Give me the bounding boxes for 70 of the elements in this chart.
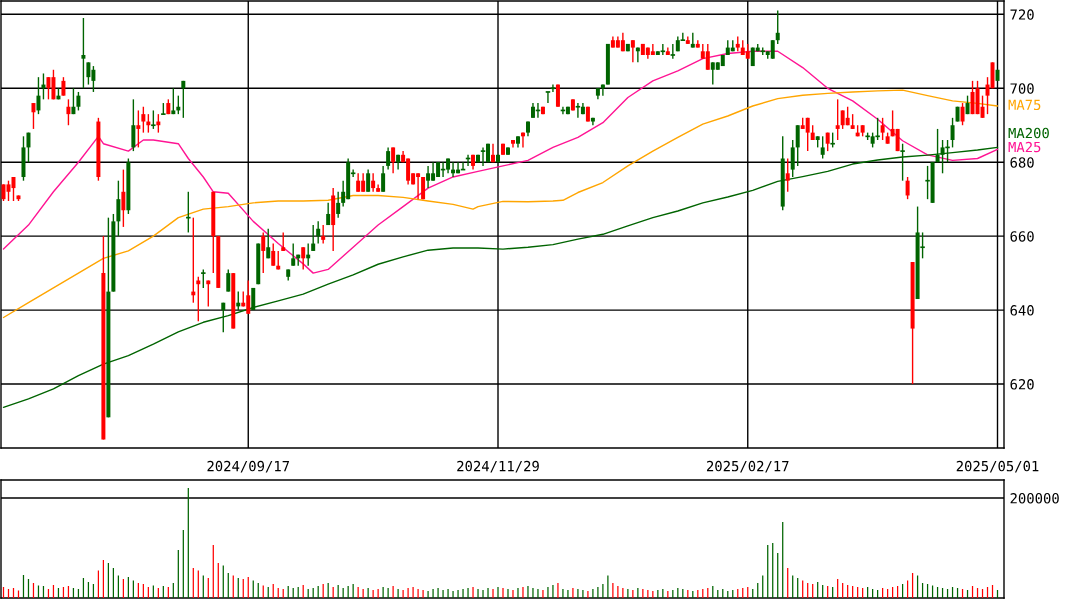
candlestick (26, 131, 31, 163)
candlestick (880, 117, 885, 141)
candlestick (76, 91, 81, 112)
candlestick (705, 43, 710, 71)
x-tick-label: 2025/02/17 (706, 460, 789, 473)
candlestick (221, 302, 226, 333)
candlestick (61, 76, 66, 97)
candlestick (131, 98, 136, 152)
candlestick (316, 220, 321, 245)
candlestick (200, 268, 207, 289)
candlestick (71, 87, 76, 115)
candlestick (805, 117, 810, 152)
y-tick-label: 620 (1010, 379, 1034, 390)
candlestick (770, 39, 775, 60)
candlestick (690, 32, 695, 49)
candlestick (226, 268, 231, 293)
candlestick (136, 109, 141, 149)
candlestick (31, 102, 36, 130)
candlestick (311, 224, 316, 252)
candlestick (66, 98, 71, 126)
candlestick (271, 242, 276, 267)
candlestick (81, 17, 86, 89)
candlestick (141, 106, 146, 134)
candlestick (266, 228, 271, 260)
series-label: MA25 (1008, 141, 1041, 153)
candlestick (785, 157, 790, 193)
series-label: MA200 (1008, 127, 1049, 139)
candlestick (291, 242, 296, 267)
candlestick (426, 165, 431, 189)
candlestick (366, 168, 371, 193)
candlestick (121, 168, 126, 228)
candlestick (46, 76, 51, 101)
candlestick (960, 102, 965, 126)
candlestick (171, 87, 176, 115)
candlestick (181, 80, 186, 119)
candlestick (795, 124, 800, 167)
y-tick-label: 640 (1010, 305, 1034, 316)
candlestick (391, 146, 396, 174)
candlestick (371, 172, 376, 193)
candlestick (116, 179, 121, 237)
x-tick-label: 2024/11/29 (457, 460, 539, 473)
candlestick (775, 9, 780, 45)
candlestick (924, 165, 931, 200)
candlestick (336, 191, 341, 219)
candlestick (950, 117, 955, 149)
candlestick (321, 224, 326, 245)
candlestick (150, 109, 157, 130)
y-tick-label: 680 (1010, 157, 1034, 168)
x-tick-label: 2025/05/01 (956, 460, 1039, 473)
candlestick (381, 165, 386, 193)
candlestick (386, 146, 391, 171)
candlestick (281, 231, 286, 252)
line-series (2, 89, 999, 319)
candlestick (261, 231, 266, 274)
candlestick (356, 172, 361, 193)
candlestick (36, 76, 41, 115)
candlestick (835, 98, 840, 141)
candlestick (874, 117, 881, 141)
candlestick (630, 39, 635, 64)
series-label: MA75 (1008, 99, 1041, 111)
y-tick-label: 720 (1010, 9, 1034, 20)
y-tick-label: 700 (1010, 83, 1034, 94)
candlestick (820, 135, 825, 160)
candlestick (301, 246, 306, 271)
candlestick (905, 176, 910, 200)
candlestick (86, 61, 91, 86)
candlestick (650, 43, 655, 56)
y-tick-label: 200000 (1010, 493, 1059, 504)
y-tick-label: 660 (1010, 231, 1034, 242)
x-tick-label: 2024/09/17 (207, 460, 290, 473)
